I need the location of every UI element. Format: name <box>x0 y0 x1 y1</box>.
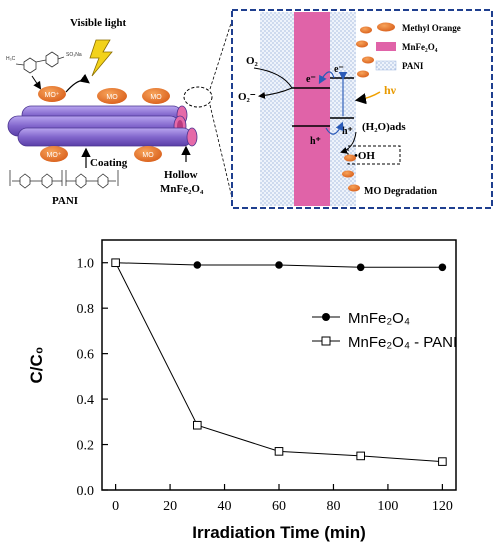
mo-particle-mo-plus: MO⁺ <box>38 86 66 102</box>
x-tick-label: 40 <box>218 499 232 514</box>
oxidation-arrow <box>340 131 357 154</box>
y-tick-label: 1.0 <box>77 257 95 272</box>
hollow-formula-label: MnFe₂O₄ <box>160 183 204 195</box>
data-point-mnfe2o4 <box>438 263 447 272</box>
hv-label: hν <box>384 83 397 97</box>
pani-layer-left <box>260 12 294 206</box>
x-tick-label: 100 <box>377 499 398 514</box>
mo-particle: MO <box>142 88 170 104</box>
series-line-1 <box>115 262 443 463</box>
visible-light-label: Visible light <box>70 17 126 29</box>
o2-reduction-arrow <box>258 87 293 99</box>
zoom-connector-bottom <box>209 104 232 200</box>
o2-radical-label: O₂⁻ <box>238 91 256 103</box>
data-point-mnfe2o4 <box>275 261 283 269</box>
pani-label: PANI <box>52 195 78 207</box>
x-tick-label: 0 <box>112 499 119 514</box>
h2o-ads-label: (H₂O)ads <box>362 121 406 133</box>
degradation-chart: 0 20 40 60 80 100 120 0.0 0.2 0.4 0.6 0.8 1.0 C/C₀ I… <box>27 239 457 542</box>
data-point-mnfe2o4-pani <box>274 447 284 456</box>
y-tick-label: 0.6 <box>77 348 95 363</box>
x-tick-label: 60 <box>272 499 286 514</box>
data-point-mnfe2o4-pani <box>193 420 202 430</box>
legend-marker-mnfe2o4 <box>322 313 330 321</box>
zoom-connector-top <box>209 18 232 90</box>
legend-label-mnfe2o4-pani: MnFe₂O₄ - PANI <box>348 334 457 351</box>
chart-legend: MnFe₂O₄ MnFe₂O₄ - PANI <box>312 310 457 351</box>
methyl-orange-molecule-icon: H₃C SO₃Na <box>6 51 82 74</box>
electron-migration-arrow <box>318 71 335 85</box>
adsorption-arrow <box>31 75 42 90</box>
mo-particles-right <box>342 26 374 192</box>
data-point-mnfe2o4 <box>193 261 202 269</box>
data-point-mnfe2o4-pani <box>356 451 365 461</box>
coating-label: Coating <box>90 157 128 169</box>
svg-text:MO⁺: MO⁺ <box>45 92 60 99</box>
hole-label: h⁺ <box>342 126 353 137</box>
data-point-mnfe2o4-pani <box>438 457 447 466</box>
mnfe2o4-layer <box>294 12 330 206</box>
svg-text:SO₃Na: SO₃Na <box>66 52 82 58</box>
o2-label: O₂ <box>246 55 259 67</box>
y-tick-label: 0.0 <box>77 484 95 499</box>
mechanism-legend: Methyl Orange MnFe₂O₄ PANI <box>375 22 461 71</box>
x-axis-label: Irradiation Time (min) <box>192 523 366 542</box>
mo-degradation-label: MO Degradation <box>364 186 437 197</box>
mo-particle-mo-plus: MO⁺ <box>40 146 68 162</box>
electron-label: e⁻ <box>334 64 344 75</box>
x-tick-label: 80 <box>326 499 340 514</box>
release-arrow <box>65 73 90 93</box>
light-arrow <box>354 91 381 105</box>
legend-methyl-orange: Methyl Orange <box>402 23 461 33</box>
pani-swatch <box>375 60 397 71</box>
legend-label-mnfe2o4: MnFe₂O₄ <box>348 310 410 327</box>
methyl-orange-swatch <box>377 22 395 32</box>
svg-text:H₃C: H₃C <box>6 56 16 62</box>
legend-marker-mnfe2o4-pani <box>321 336 331 346</box>
electron-transfer-arrow <box>253 67 293 89</box>
svg-text:MO⁺: MO⁺ <box>47 152 62 159</box>
x-tick-label: 120 <box>432 499 453 514</box>
legend-pani: PANI <box>402 61 424 71</box>
y-tick-label: 0.8 <box>77 302 95 317</box>
mo-particle: MO <box>134 146 162 162</box>
hollow-tubes <box>7 105 198 147</box>
oh-radical-label: •OH <box>354 150 375 162</box>
y-tick-label: 0.2 <box>77 439 95 454</box>
left-schematic: Visible light H₃C SO₃Na MO <box>6 17 232 207</box>
lightning-icon <box>89 39 113 77</box>
data-point-mnfe2o4-pani <box>111 258 120 268</box>
x-tick-label: 20 <box>163 499 177 514</box>
svg-text:MO: MO <box>150 94 162 101</box>
pani-polymer-structure <box>9 170 119 189</box>
hole-migration-arrow <box>325 121 344 135</box>
y-axis-label: C/C₀ <box>27 347 46 384</box>
svg-text:MO: MO <box>142 152 154 159</box>
mechanism-panel: O₂ O₂⁻ e⁻ e⁻ h⁺ h⁺ hν (H₂O)ads •OH <box>231 9 493 209</box>
electron-label: e⁻ <box>306 74 316 85</box>
mnfe2o4-swatch <box>376 42 396 51</box>
mo-particle: MO <box>97 88 127 104</box>
hole-label: h⁺ <box>310 136 321 147</box>
svg-text:MO: MO <box>106 94 118 101</box>
data-point-mnfe2o4 <box>356 263 365 272</box>
hollow-label: Hollow <box>164 169 198 181</box>
zoom-circle <box>183 86 213 108</box>
legend-mnfe2o4: MnFe₂O₄ <box>402 42 438 52</box>
y-tick-label: 0.4 <box>77 393 95 408</box>
